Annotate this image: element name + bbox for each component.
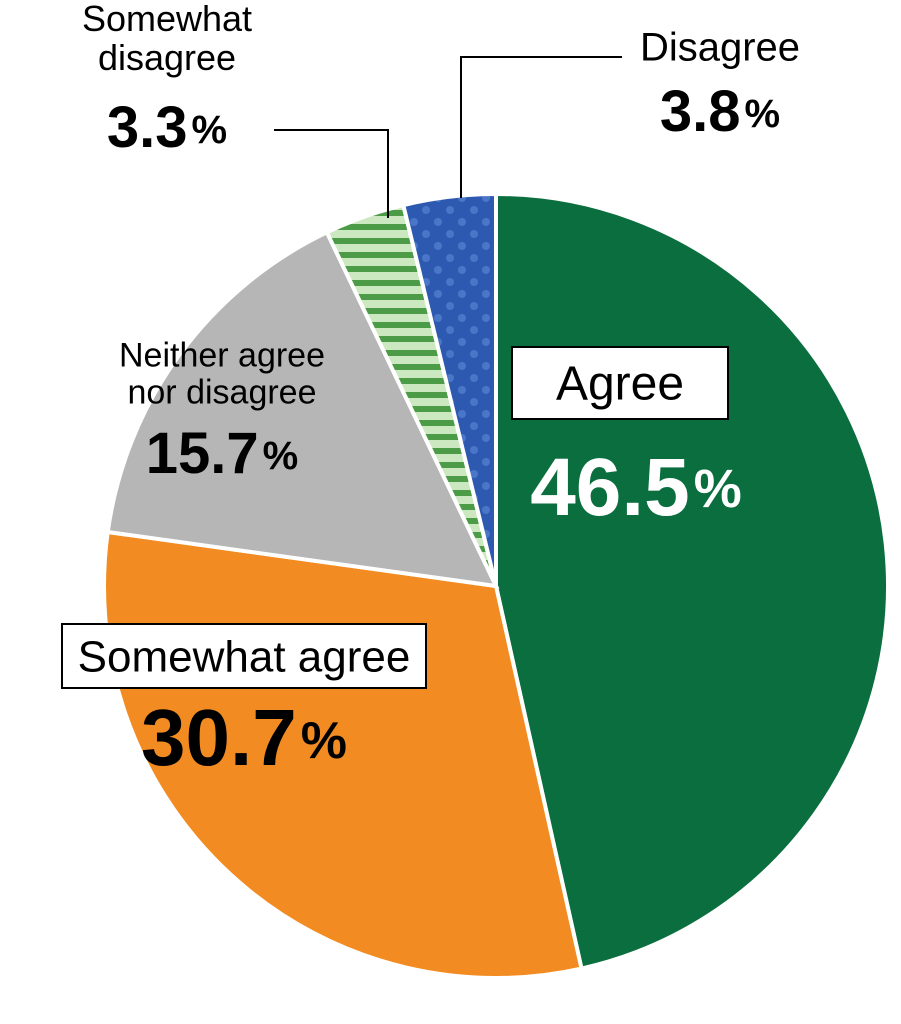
label-neither: Neither agree [119, 337, 325, 375]
label-neither: nor disagree [127, 373, 316, 411]
label-somewhat-disagree: Somewhat [82, 0, 252, 39]
pct-somewhat-disagree: 3.3% [107, 95, 227, 160]
label-disagree: Disagree [640, 26, 800, 70]
label-somewhat-agree: Somewhat agree [78, 633, 411, 682]
leader-disagree [461, 57, 622, 198]
label-somewhat-disagree: disagree [98, 37, 236, 78]
label-agree: Agree [556, 358, 684, 411]
pie-chart: Agree46.5%Somewhat agree30.7%Neither agr… [0, 0, 901, 1024]
pct-disagree: 3.8% [660, 79, 780, 144]
leader-somewhat-disagree [274, 130, 388, 218]
